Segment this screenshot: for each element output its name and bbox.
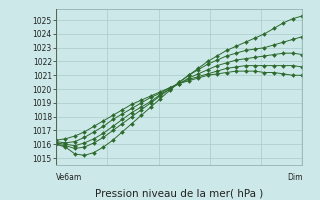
Text: Pression niveau de la mer( hPa ): Pression niveau de la mer( hPa ): [95, 188, 263, 198]
Text: Ve6am: Ve6am: [56, 173, 82, 182]
Text: Dim: Dim: [287, 173, 302, 182]
